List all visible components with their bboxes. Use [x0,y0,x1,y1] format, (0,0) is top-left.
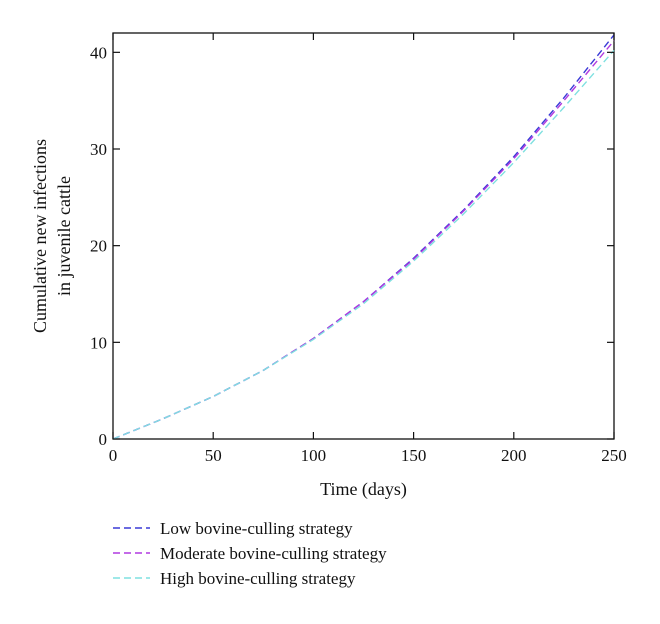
legend-label: Moderate bovine-culling strategy [160,544,387,563]
series-line-3 [112,49,615,440]
y-tick-label: 20 [90,237,107,256]
plot-area-frame [112,32,615,440]
series-line-1 [112,34,615,440]
x-tick-label: 250 [601,446,627,465]
x-tick-label: 0 [109,446,118,465]
y-axis-title-line: in juvenile cattle [54,176,74,296]
y-tick-label: 10 [90,333,107,352]
y-axis-title: Cumulative new infections in juvenile cat… [30,139,74,333]
x-tick-label: 50 [205,446,222,465]
x-tick-label: 150 [401,446,427,465]
series-line-2 [112,40,615,440]
x-tick-label: 200 [501,446,527,465]
legend-label: Low bovine-culling strategy [160,519,353,538]
x-tick-label: 100 [301,446,327,465]
legend: Low bovine-culling strategy Moderate bovi… [113,519,387,588]
x-axis-title: Time (days) [320,479,407,500]
y-tick-label: 40 [90,43,107,62]
y-tick-label: 0 [99,430,108,449]
y-tick-label: 30 [90,140,107,159]
y-axis-title-line: Cumulative new infections [30,139,50,333]
legend-label: High bovine-culling strategy [160,569,356,588]
